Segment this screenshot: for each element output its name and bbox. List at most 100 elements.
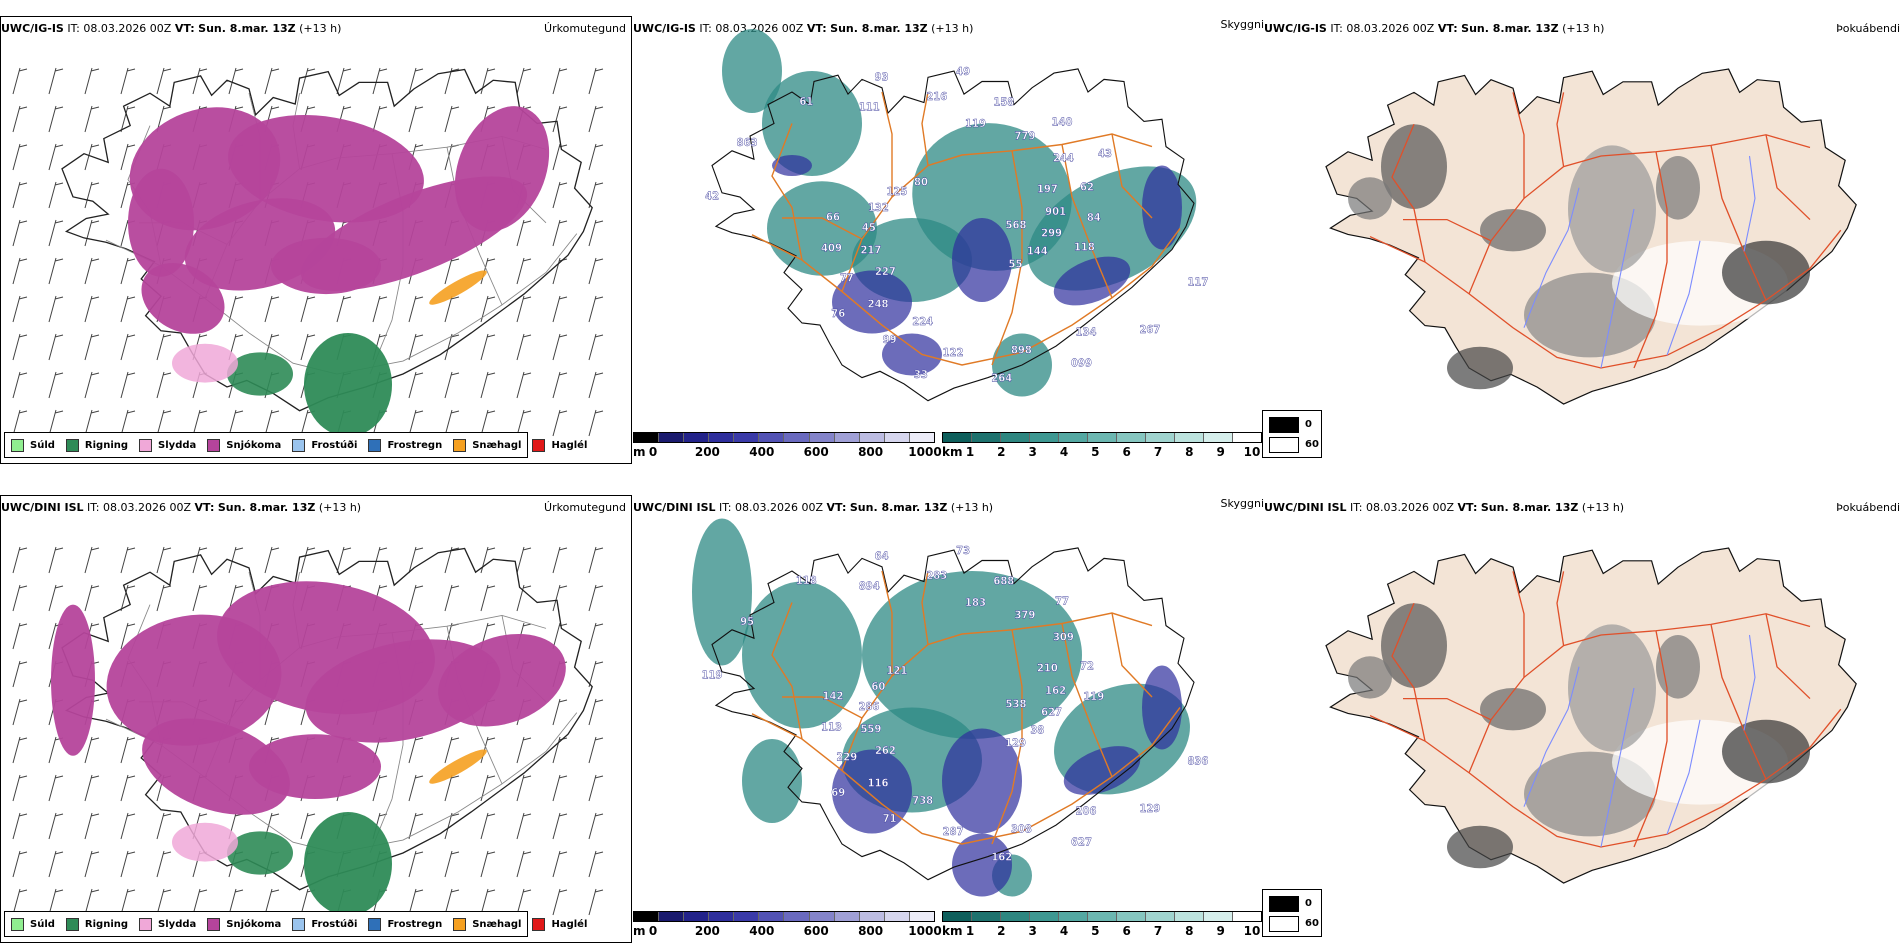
- wind-barb: [444, 774, 460, 802]
- panel-frame: [0, 495, 632, 943]
- colorbar-bin: [784, 433, 810, 442]
- wind-barb: [48, 774, 64, 802]
- ceiling-value-label: 132: [868, 202, 889, 214]
- wind-barb: [84, 850, 100, 878]
- ceiling-value-label: 73: [956, 545, 970, 557]
- colorbar-bin: [834, 912, 860, 921]
- rain-area: [304, 332, 392, 437]
- wind-barb: [588, 546, 604, 574]
- ceiling-value-label: 538: [1006, 698, 1027, 710]
- wind-barb: [264, 409, 280, 437]
- wind-barb: [444, 409, 460, 437]
- legend-item: Rigning: [65, 438, 128, 452]
- precip-type-map: [12, 67, 604, 437]
- legend-label: Haglél: [551, 918, 588, 930]
- colorbar-tick-label: 5: [1091, 924, 1100, 938]
- fog-legend-item: 0: [1269, 895, 1312, 912]
- fog-shade-area: [1348, 656, 1392, 699]
- ceiling-value-label: 248: [868, 298, 889, 310]
- lead-time: (+13 h): [931, 22, 974, 35]
- graupel-area: [429, 270, 487, 305]
- legend-label: Slydda: [158, 918, 197, 930]
- model-name: UWC/IG-IS: [633, 22, 696, 35]
- road: [881, 570, 893, 676]
- wind-barb: [12, 736, 28, 764]
- wind-barb: [516, 850, 532, 878]
- colorbar-tick-label: 5: [1091, 445, 1100, 459]
- wind-barb: [516, 584, 532, 612]
- ceiling-value-label: 93: [875, 71, 889, 83]
- lead-time: (+13 h): [1581, 501, 1625, 514]
- wind-barb: [192, 409, 208, 437]
- colorbar-tick-label: 0: [648, 445, 658, 459]
- wind-barb: [516, 219, 532, 247]
- fog-shade-area: [1447, 825, 1513, 869]
- ceiling-value-label: 118: [1074, 241, 1095, 253]
- road: [771, 123, 803, 261]
- wind-barb: [588, 409, 604, 437]
- river: [1600, 687, 1635, 848]
- legend-item: Súld: [11, 438, 55, 452]
- ceiling-value-label: 33: [914, 369, 928, 381]
- wind-barb: [408, 409, 424, 437]
- graupel-area: [429, 749, 487, 784]
- wind-barb: [516, 736, 532, 764]
- road: [1061, 623, 1113, 778]
- wind-barb: [156, 812, 172, 840]
- legend-label: Slydda: [158, 439, 197, 451]
- wind-barb: [516, 333, 532, 361]
- legend-item: Snjókoma: [207, 917, 281, 931]
- road: [782, 217, 863, 240]
- colorbar-bin: [659, 433, 685, 442]
- wind-barb: [156, 371, 172, 399]
- road: [1369, 708, 1842, 848]
- wind-barb: [408, 371, 424, 399]
- fog-legend-item: 60: [1269, 436, 1319, 453]
- wind-barb: [552, 812, 568, 840]
- wind-barb: [84, 546, 100, 574]
- road: [991, 150, 1023, 366]
- wind-barb: [408, 774, 424, 802]
- wind-barb: [372, 546, 388, 574]
- legend-label: Rigning: [84, 918, 129, 930]
- wind-barb: [552, 67, 568, 95]
- wind-barb: [48, 546, 64, 574]
- iceland-map: [1325, 68, 1857, 405]
- ceiling-value-label: 217: [860, 244, 881, 256]
- wind-barb: [300, 333, 316, 361]
- legend-swatch: [453, 438, 467, 452]
- colorbar-bin: [943, 433, 972, 442]
- wind-barb: [48, 409, 64, 437]
- wind-barb: [516, 257, 532, 285]
- wind-barb: [120, 774, 136, 802]
- ceiling-value-label: 38: [1030, 724, 1044, 736]
- colorbar-bin: [1204, 433, 1233, 442]
- it-label: IT:: [1350, 501, 1363, 514]
- legend-swatch: [11, 438, 24, 452]
- wind-barb: [12, 67, 28, 95]
- road: [881, 91, 893, 197]
- low-ceiling-area: [952, 218, 1012, 302]
- wind-barb: [48, 371, 64, 399]
- legend-label: Snæhagl: [472, 918, 522, 930]
- ceiling-value-label: 95: [740, 616, 754, 628]
- ceiling-value-label: 197: [1037, 183, 1058, 195]
- colorbar-bin: [684, 912, 710, 921]
- wind-barb: [300, 812, 316, 840]
- fog-legend-swatch: [1269, 436, 1299, 453]
- fog-shade-area: [1656, 156, 1700, 220]
- low-ceiling-area: [832, 270, 912, 334]
- wind-barb: [588, 295, 604, 323]
- wind-barb: [408, 546, 424, 574]
- road: [1765, 613, 1811, 700]
- wind-barb: [588, 888, 604, 916]
- it-value: 08.03.2026 00Z: [1346, 22, 1435, 35]
- wind-barb: [444, 295, 460, 323]
- colorbar-bin: [1175, 912, 1204, 921]
- river: [1666, 719, 1701, 835]
- snow-area: [128, 168, 194, 277]
- road: [1765, 134, 1811, 221]
- sleet-area: [172, 343, 238, 383]
- colorbar-bin: [1204, 912, 1233, 921]
- road: [1391, 602, 1426, 742]
